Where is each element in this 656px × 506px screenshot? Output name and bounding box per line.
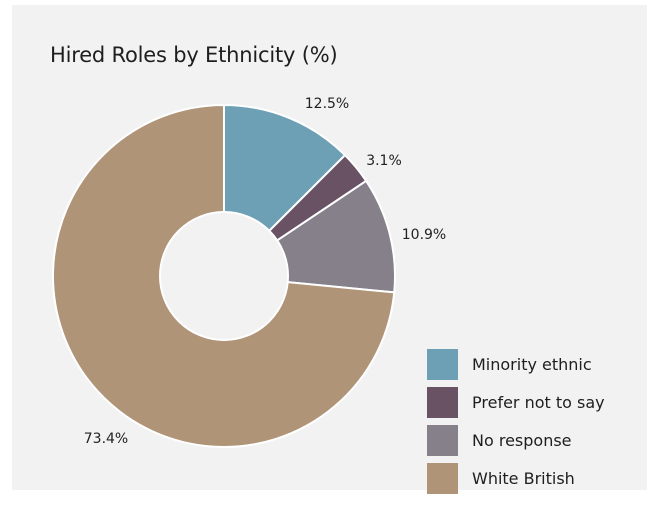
legend-swatch <box>427 463 458 494</box>
legend-swatch <box>427 349 458 380</box>
data-label: 12.5% <box>305 96 349 112</box>
donut-hole <box>159 211 289 341</box>
legend-swatch <box>427 425 458 456</box>
legend-label: White British <box>472 469 575 488</box>
data-label: 3.1% <box>366 153 402 169</box>
chart-title: Hired Roles by Ethnicity (%) <box>50 43 338 67</box>
data-label: 73.4% <box>84 431 128 447</box>
legend-label: Prefer not to say <box>472 393 605 412</box>
legend-label: Minority ethnic <box>472 355 592 374</box>
legend-swatch <box>427 387 458 418</box>
legend-label: No response <box>472 431 572 450</box>
data-label: 10.9% <box>402 227 446 243</box>
